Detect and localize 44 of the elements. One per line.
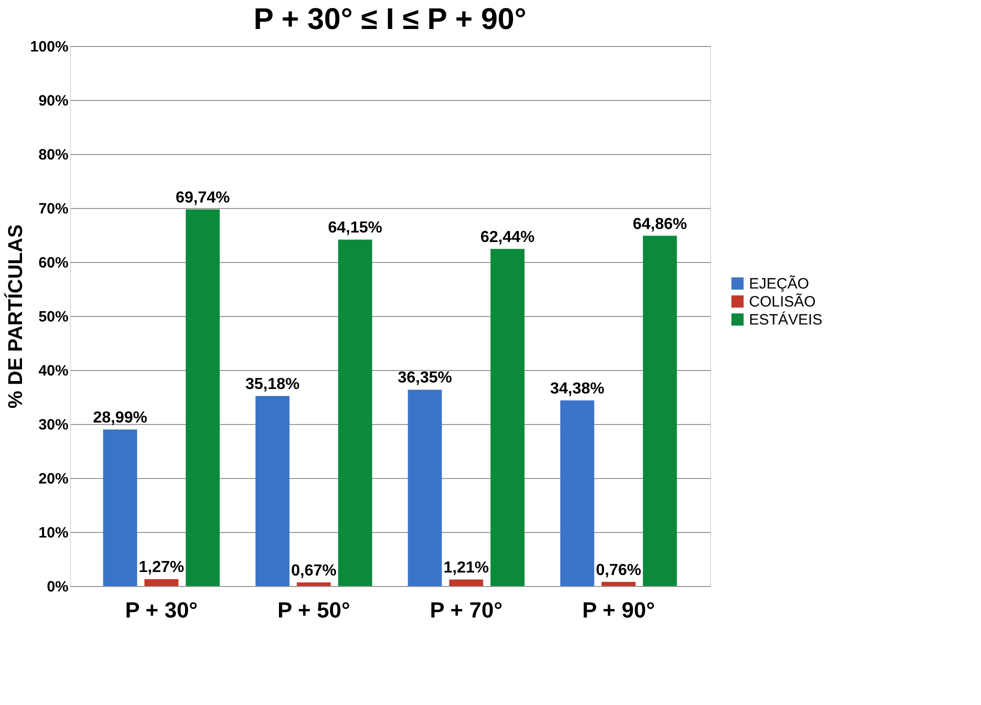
- data-label: 1,27%: [138, 559, 184, 576]
- y-tick-label: 0%: [46, 578, 68, 596]
- x-tick-label: P + 30°: [125, 598, 198, 622]
- y-tick-label: 10%: [38, 524, 68, 542]
- x-tick-label: P + 90°: [582, 598, 655, 622]
- data-label: 36,35%: [398, 370, 452, 387]
- bar: [449, 579, 484, 586]
- bar: [602, 582, 636, 586]
- y-axis-title: % DE PARTÍCULAS: [4, 224, 28, 409]
- legend-label: ESTÁVEIS: [749, 310, 822, 328]
- bar: [103, 429, 138, 586]
- y-tick-label: 70%: [38, 200, 68, 218]
- x-tick-label: P + 50°: [277, 598, 350, 622]
- bar: [490, 248, 525, 586]
- y-tick-label: 90%: [38, 92, 68, 110]
- data-label: 35,18%: [245, 376, 300, 394]
- y-tick-label: 40%: [38, 362, 68, 380]
- bar: [255, 396, 290, 586]
- data-label: 62,44%: [480, 228, 535, 246]
- y-tick-label: 30%: [38, 416, 68, 434]
- data-label: 34,38%: [550, 380, 604, 398]
- data-label: 69,74%: [176, 189, 230, 206]
- data-label: 64,86%: [632, 216, 688, 233]
- y-tick-label: 60%: [38, 254, 68, 272]
- x-tick-label: P + 70°: [430, 598, 503, 622]
- bar: [642, 236, 677, 586]
- bar: [186, 209, 220, 586]
- bar: [338, 240, 372, 586]
- legend-label: COLISÃO: [749, 292, 816, 310]
- bar: [296, 582, 331, 586]
- legend-label: EJEÇÃO: [749, 274, 810, 292]
- data-label: 64,15%: [328, 220, 382, 237]
- bar: [144, 579, 178, 586]
- data-label: 0,67%: [291, 562, 336, 580]
- y-tick-label: 50%: [38, 308, 68, 326]
- y-tick-label: 100%: [30, 38, 68, 56]
- y-tick-label: 80%: [38, 146, 68, 164]
- bar: [560, 400, 594, 586]
- y-tick-label: 20%: [38, 470, 68, 488]
- data-label: 1,21%: [444, 559, 489, 576]
- data-label: 28,99%: [92, 409, 148, 426]
- data-label: 0,76%: [596, 562, 642, 579]
- bar: [408, 390, 442, 586]
- chart-title: P + 30° ≤ I ≤ P + 90°: [254, 3, 526, 36]
